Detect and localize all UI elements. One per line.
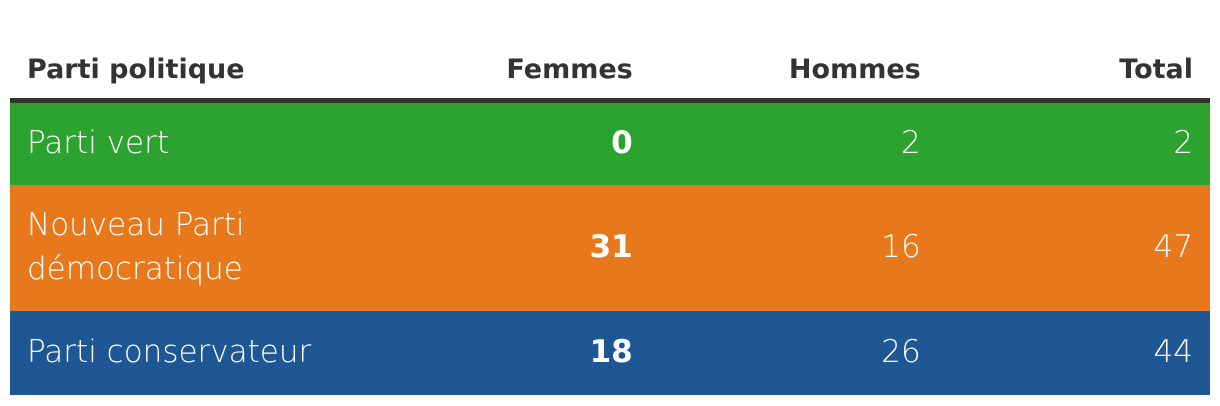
number-cell: 2: [1173, 125, 1193, 162]
number-cell: 18: [589, 333, 633, 370]
table-row: Nouveau Parti démocratique 31 16 47: [10, 184, 1210, 311]
number-cell: 47: [1153, 228, 1193, 265]
table-row: Parti conservateur 18 26 44: [10, 310, 1210, 395]
column-header: Parti politique: [10, 40, 415, 103]
table-row: Parti vert 0 2 2: [10, 100, 1210, 185]
column-header: Total: [937, 40, 1210, 103]
number-cell: 44: [1153, 333, 1193, 370]
number-cell: 2: [900, 125, 921, 162]
number-cell: 16: [881, 228, 921, 265]
party-cell: Parti vert: [27, 125, 169, 162]
number-cell: 0: [611, 125, 633, 162]
number-cell: 26: [881, 333, 921, 370]
table: Parti politique Femmes Hommes Total Parti v…: [10, 40, 1210, 395]
party-cell: Parti conservateur: [27, 333, 312, 370]
number-cell: 31: [589, 228, 633, 265]
party-cell: Nouveau Parti démocratique: [27, 207, 245, 287]
header-row: Parti politique Femmes Hommes Total: [10, 40, 1210, 103]
column-header: Hommes: [649, 40, 938, 103]
column-header: Femmes: [414, 40, 650, 103]
